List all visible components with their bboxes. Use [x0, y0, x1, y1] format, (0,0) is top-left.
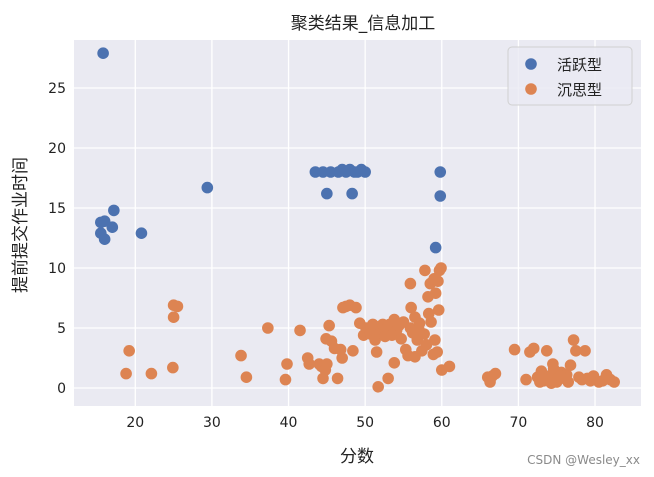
point-series-1	[320, 333, 332, 345]
point-series-0	[434, 166, 447, 178]
point-series-1	[570, 345, 582, 357]
point-series-0	[321, 187, 333, 200]
legend-label: 沉思型	[557, 81, 602, 99]
point-series-1	[608, 376, 620, 388]
point-series-1	[382, 372, 394, 385]
point-series-1	[412, 323, 425, 336]
x-tick-label: 60	[433, 415, 451, 431]
point-series-1	[419, 264, 431, 277]
point-series-1	[279, 373, 292, 386]
point-series-1	[429, 287, 442, 300]
grid-lines	[74, 40, 641, 406]
y-tick-label: 5	[57, 321, 66, 337]
point-series-0	[97, 47, 109, 59]
legend-label: 活跃型	[557, 56, 602, 74]
x-axis-label: 分数	[340, 447, 374, 467]
point-series-1	[547, 358, 559, 370]
point-series-1	[429, 334, 441, 346]
point-series-1	[372, 381, 384, 393]
point-series-1	[443, 360, 456, 373]
point-series-1	[489, 367, 502, 380]
point-series-1	[432, 275, 444, 288]
point-series-0	[201, 181, 214, 194]
x-tick-label: 80	[586, 415, 604, 431]
watermark: CSDN @Wesley_xx	[527, 453, 640, 467]
point-series-1	[388, 357, 401, 369]
point-series-1	[336, 352, 348, 364]
point-series-0	[108, 204, 120, 217]
x-tick-label: 50	[356, 415, 374, 431]
point-series-1	[409, 311, 421, 324]
point-series-0	[429, 241, 442, 254]
point-series-1	[567, 334, 580, 346]
legend-box	[507, 46, 633, 106]
point-series-1	[425, 316, 437, 328]
y-tick-label: 20	[48, 141, 66, 157]
point-series-1	[432, 304, 445, 316]
point-series-0	[346, 187, 358, 200]
x-tick-label: 30	[203, 415, 221, 431]
point-series-1	[540, 345, 553, 357]
y-axis-label: 提前提交作业时间	[11, 157, 31, 293]
y-tick-label: 25	[48, 81, 66, 97]
point-series-1	[420, 339, 433, 351]
point-series-1	[388, 313, 401, 326]
y-tick-label: 10	[48, 261, 66, 277]
y-tick-label: 0	[57, 381, 66, 397]
y-tick-label: 15	[48, 201, 66, 217]
point-series-0	[135, 227, 148, 239]
legend-marker	[525, 58, 537, 70]
point-series-0	[106, 221, 119, 233]
point-series-1	[554, 370, 567, 382]
point-series-1	[294, 324, 306, 337]
point-series-1	[120, 367, 132, 380]
point-series-1	[579, 345, 591, 357]
point-series-1	[395, 333, 407, 345]
point-series-1	[167, 311, 180, 324]
point-series-1	[431, 346, 443, 358]
point-series-1	[520, 373, 532, 386]
tick-labels: 20 30 40 50 60 70 80 0 5 10 15 20 25	[48, 81, 604, 431]
point-series-1	[508, 343, 521, 356]
x-tick-label: 20	[126, 415, 144, 431]
x-tick-label: 40	[280, 415, 298, 431]
point-series-1	[527, 342, 540, 355]
point-series-1	[262, 322, 274, 334]
point-series-1	[303, 358, 316, 370]
point-series-1	[123, 345, 135, 357]
chart-title: 聚类结果_信息加工	[291, 14, 436, 34]
point-series-1	[323, 319, 335, 332]
point-series-0	[434, 190, 447, 202]
point-series-1	[347, 345, 359, 357]
point-series-0	[359, 166, 371, 178]
point-series-1	[404, 277, 417, 290]
point-series-1	[240, 371, 253, 384]
point-series-1	[235, 349, 247, 362]
point-series-1	[534, 376, 546, 388]
x-tick-label: 70	[509, 415, 527, 431]
point-series-0	[98, 233, 111, 245]
point-series-1	[321, 358, 333, 370]
point-series-1	[145, 367, 158, 380]
point-series-1	[281, 358, 293, 370]
legend-marker	[525, 83, 537, 95]
data-points	[95, 47, 620, 393]
point-series-1	[435, 262, 447, 274]
point-series-1	[167, 361, 179, 374]
point-series-1	[350, 301, 362, 314]
point-series-1	[370, 346, 383, 358]
point-series-1	[171, 300, 184, 313]
point-series-1	[564, 359, 577, 372]
point-series-1	[405, 301, 417, 314]
point-series-1	[331, 372, 344, 385]
